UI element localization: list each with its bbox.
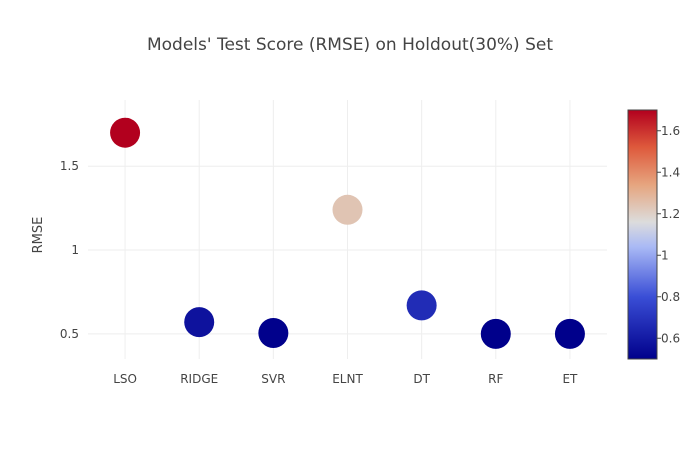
data-point [554, 318, 585, 349]
y-tick-label: 0.5 [60, 327, 79, 341]
y-tick-label: 1 [71, 243, 79, 257]
data-point [480, 318, 511, 349]
data-point [184, 307, 215, 338]
grid [88, 100, 607, 359]
x-tick-label: SVR [261, 372, 285, 386]
data-point [406, 290, 437, 321]
colorbar-tick-label: 1.4 [661, 165, 680, 179]
colorbar-ticks: 0.6 0.8 1 1.2 1.4 1.6 [657, 124, 680, 345]
y-tick-label: 1.5 [60, 159, 79, 173]
x-tick-label: RF [488, 372, 503, 386]
chart-title: Models' Test Score (RMSE) on Holdout(30%… [147, 35, 553, 55]
data-point [258, 318, 289, 349]
x-tick-label: DT [413, 372, 430, 386]
x-axis: LSO RIDGE SVR ELNT DT RF ET [113, 372, 578, 386]
x-tick-label: LSO [113, 372, 137, 386]
data-points [110, 117, 585, 349]
colorbar-tick-label: 1 [661, 248, 669, 262]
colorbar-tick-label: 1.2 [661, 207, 680, 221]
data-point [110, 117, 141, 148]
colorbar-tick-label: 1.6 [661, 124, 680, 138]
y-axis-title: RMSE [31, 217, 46, 254]
colorbar: 0.6 0.8 1 1.2 1.4 1.6 [627, 109, 680, 360]
x-tick-label: ET [562, 372, 578, 386]
x-tick-label: RIDGE [180, 372, 218, 386]
data-point [332, 194, 363, 225]
y-axis: 0.5 1 1.5 [60, 159, 79, 341]
x-tick-label: ELNT [332, 372, 363, 386]
colorbar-gradient [627, 109, 658, 360]
colorbar-tick-label: 0.8 [661, 290, 680, 304]
colorbar-tick-label: 0.6 [661, 331, 680, 345]
